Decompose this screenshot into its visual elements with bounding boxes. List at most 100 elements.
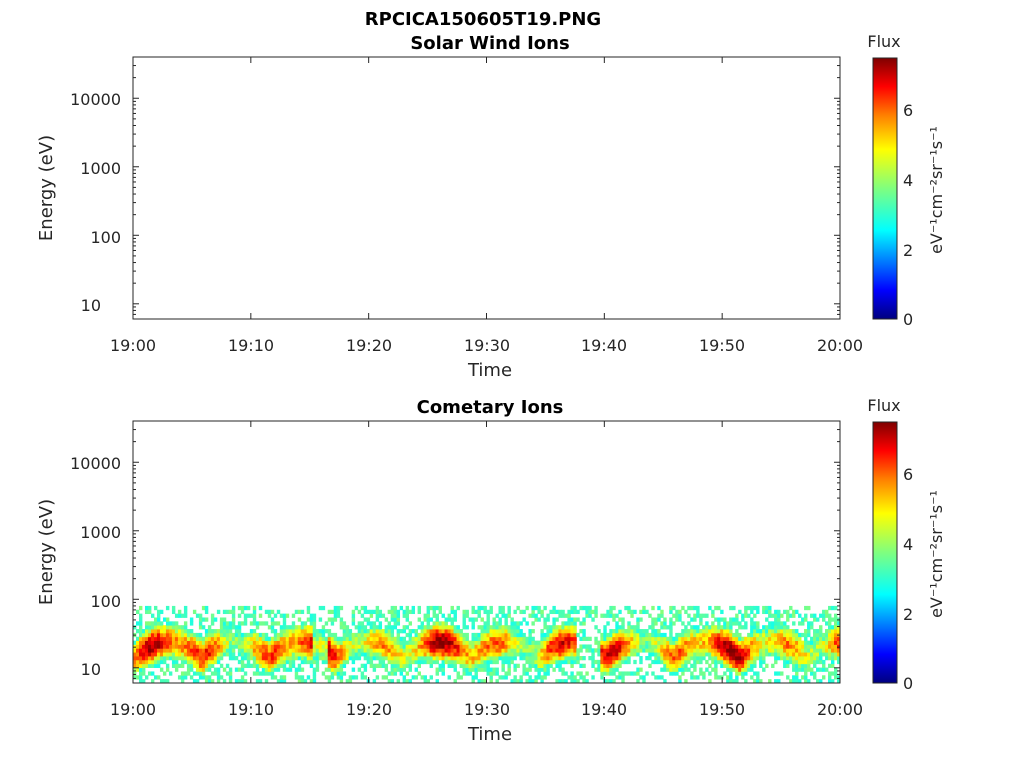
heatmap-cell — [384, 663, 389, 668]
heatmap-cell — [267, 667, 272, 672]
heatmap-cell — [639, 632, 643, 638]
heatmap-cell — [180, 652, 185, 657]
heatmap-cell — [279, 640, 284, 645]
heatmap-cell — [798, 644, 802, 649]
heatmap-cell — [468, 671, 472, 676]
heatmap-cell — [171, 659, 176, 665]
heatmap-cell — [795, 640, 799, 645]
heatmap-cell — [582, 621, 586, 626]
heatmap-cell — [531, 659, 535, 665]
heatmap-cell — [207, 625, 212, 630]
heatmap-cell — [327, 632, 332, 638]
heatmap-cell — [180, 632, 185, 638]
heatmap-cell — [513, 632, 517, 638]
heatmap-cell — [747, 644, 751, 649]
heatmap-cell — [741, 613, 745, 618]
heatmap-cell — [351, 640, 356, 645]
heatmap-cell — [579, 663, 583, 668]
heatmap-cell — [624, 671, 628, 676]
heatmap-cell — [561, 609, 565, 615]
heatmap-cell — [513, 644, 517, 649]
heatmap-cell — [150, 656, 155, 661]
heatmap-cell — [384, 632, 389, 638]
heatmap-cell — [417, 656, 421, 661]
heatmap-cell — [207, 667, 212, 672]
heatmap-cell — [426, 605, 430, 611]
heatmap-cell — [801, 667, 805, 672]
heatmap-cell — [303, 625, 308, 630]
heatmap-cell — [486, 613, 490, 618]
heatmap-cell — [309, 644, 314, 649]
heatmap-cell — [645, 629, 649, 634]
heatmap-cell — [564, 640, 568, 645]
heatmap-cell — [492, 621, 496, 626]
heatmap-cell — [531, 636, 535, 641]
heatmap-cell — [255, 656, 260, 661]
heatmap-cell — [402, 656, 407, 661]
heatmap-cell — [246, 659, 251, 665]
heatmap-cell — [834, 640, 838, 645]
y-axis-label: Energy (eV) — [36, 135, 57, 241]
heatmap-cell — [363, 605, 368, 611]
heatmap-cell — [729, 652, 733, 657]
heatmap-cell — [195, 659, 200, 665]
heatmap-cell — [294, 656, 299, 661]
heatmap-cell — [474, 648, 478, 653]
heatmap-cell — [228, 609, 233, 615]
heatmap-cell — [378, 656, 383, 661]
heatmap-cell — [225, 663, 230, 668]
heatmap-cell — [693, 605, 697, 611]
heatmap-cell — [618, 656, 622, 661]
heatmap-cell — [396, 652, 401, 657]
heatmap-cell — [795, 675, 799, 680]
heatmap-cell — [345, 629, 350, 634]
heatmap-cell — [285, 625, 290, 630]
heatmap-cell — [540, 675, 544, 680]
heatmap-cell — [444, 659, 448, 665]
heatmap-cell — [774, 679, 778, 684]
heatmap-cell — [384, 629, 389, 634]
heatmap-cell — [300, 621, 305, 626]
heatmap-cell — [405, 652, 410, 657]
heatmap-cell — [399, 605, 404, 611]
heatmap-cell — [765, 663, 769, 668]
heatmap-cell — [438, 625, 442, 630]
heatmap-cell — [603, 644, 607, 649]
heatmap-cell — [546, 652, 550, 657]
heatmap-cell — [819, 648, 823, 653]
heatmap-cell — [133, 640, 137, 645]
heatmap-cell — [282, 625, 287, 630]
heatmap-cell — [216, 659, 221, 665]
heatmap-cell — [807, 629, 811, 634]
heatmap-cell — [258, 632, 263, 638]
heatmap-cell — [555, 629, 559, 634]
heatmap-cell — [834, 625, 838, 630]
heatmap-cell — [600, 644, 604, 649]
heatmap-cell — [543, 605, 547, 611]
heatmap-cell — [831, 656, 835, 661]
heatmap-cell — [282, 640, 287, 645]
heatmap-cell — [465, 636, 469, 641]
heatmap-cell — [267, 659, 272, 665]
heatmap-cell — [582, 675, 586, 680]
x-tick-label: 20:00 — [817, 336, 863, 355]
heatmap-cell — [342, 621, 347, 626]
heatmap-cell — [768, 621, 772, 626]
heatmap-cell — [204, 675, 209, 680]
heatmap-cell — [513, 663, 517, 668]
heatmap-cell — [237, 605, 242, 611]
heatmap-cell — [333, 632, 338, 638]
heatmap-cell — [186, 667, 191, 672]
heatmap-cell — [591, 648, 595, 653]
heatmap-cell — [819, 652, 823, 657]
heatmap-cell — [372, 656, 377, 661]
heatmap-cell — [765, 609, 769, 615]
heatmap-cell — [744, 667, 748, 672]
heatmap-cell — [453, 640, 457, 645]
heatmap-cell — [603, 656, 607, 661]
heatmap-cell — [450, 640, 454, 645]
heatmap-cell — [645, 648, 649, 653]
heatmap-cell — [249, 640, 254, 645]
heatmap-cell — [438, 640, 442, 645]
heatmap-cell — [216, 629, 221, 634]
